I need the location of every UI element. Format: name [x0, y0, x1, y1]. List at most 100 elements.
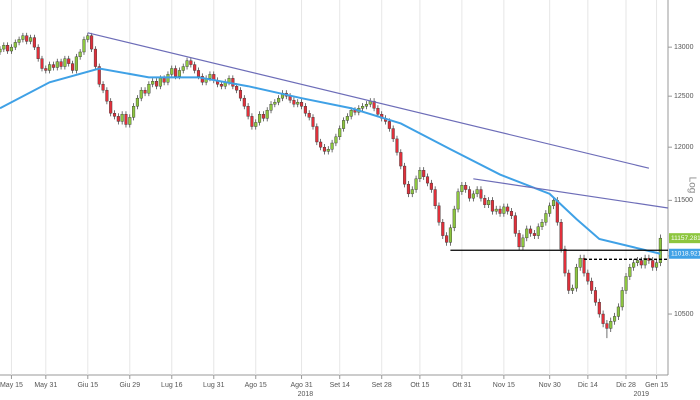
candle-body	[605, 323, 609, 329]
candle-body	[258, 114, 262, 123]
candle-body	[624, 276, 628, 291]
candle-body	[536, 226, 540, 236]
candle-body	[101, 84, 105, 91]
candle-body	[189, 60, 193, 65]
candle-body	[300, 101, 304, 107]
candle-body	[55, 61, 59, 68]
candle-body	[29, 37, 33, 42]
candle-body	[90, 35, 94, 50]
price-label-box	[669, 233, 700, 244]
x-tick-label: Nov 15	[493, 382, 515, 389]
x-tick-label: Giu 29	[119, 382, 140, 389]
candle-body	[571, 287, 575, 291]
candle-body	[0, 48, 2, 53]
candle-body	[391, 128, 395, 140]
candle-body	[265, 110, 269, 119]
candle-body	[105, 89, 109, 102]
candle-body	[574, 267, 578, 289]
y-tick-label: 11500	[674, 197, 693, 204]
year-label: 2019	[633, 391, 649, 398]
candle-body	[490, 200, 494, 212]
x-tick-label: Set 28	[372, 382, 392, 389]
candle-body	[414, 178, 418, 190]
candle-body	[200, 76, 204, 83]
candle-body	[74, 56, 78, 71]
candle-body	[582, 257, 586, 274]
candle-body	[460, 185, 464, 192]
candle-body	[196, 70, 201, 77]
candle-body	[632, 262, 636, 268]
candle-body	[21, 35, 25, 40]
x-tick-label: Dic 14	[578, 382, 598, 389]
candle-body	[509, 211, 514, 216]
candle-body	[78, 51, 82, 58]
candle-body	[254, 122, 258, 127]
candle-body	[9, 46, 13, 52]
y-tick-label: 12500	[674, 93, 694, 100]
candle-body	[124, 114, 128, 125]
candle-body	[330, 142, 334, 150]
candle-body	[319, 141, 323, 148]
candle-body	[376, 108, 380, 115]
x-tick-label: Nov 30	[539, 382, 561, 389]
candle-body	[475, 189, 479, 195]
year-label: 2018	[298, 391, 314, 398]
price-label-box	[669, 248, 700, 259]
candle-body	[154, 81, 159, 87]
candle-body	[59, 61, 63, 67]
candle-body	[559, 222, 563, 250]
candle-body	[506, 206, 510, 212]
x-tick-label: Ott 15	[410, 382, 429, 389]
candle-body	[601, 313, 605, 324]
candle-body	[425, 176, 430, 184]
price-label: 11018.921	[671, 250, 700, 257]
candle-body	[51, 64, 55, 68]
candle-body	[521, 237, 525, 248]
candle-body	[551, 200, 556, 207]
candle-body	[112, 113, 117, 117]
candle-body	[349, 110, 353, 117]
candle-body	[620, 290, 624, 308]
candle-body	[498, 208, 502, 214]
candle-body	[429, 182, 433, 190]
candle-body	[578, 257, 582, 268]
candle-body	[170, 68, 174, 75]
candle-body	[441, 222, 445, 236]
candle-body	[97, 66, 101, 85]
candle-body	[86, 35, 90, 40]
candle-body	[208, 74, 212, 79]
trendline	[87, 32, 650, 169]
x-tick-label: Set 14	[330, 382, 350, 389]
candle-body	[586, 272, 590, 282]
candle-body	[193, 64, 197, 71]
candle-body	[67, 58, 71, 64]
candle-body	[445, 235, 449, 243]
candle-body	[242, 97, 246, 107]
candle-body	[338, 128, 342, 138]
candle-body	[597, 301, 601, 315]
candle-body	[120, 114, 124, 122]
candle-body	[655, 262, 659, 268]
candle-body	[269, 103, 273, 111]
candle-body	[238, 89, 243, 99]
candle-body	[590, 280, 594, 291]
x-tick-label: Ago 31	[290, 382, 312, 389]
candle-body	[651, 260, 655, 268]
candle-body	[44, 68, 48, 71]
candle-body	[456, 191, 460, 210]
candle-body	[116, 116, 120, 122]
candle-body	[13, 42, 17, 48]
candle-body	[128, 117, 132, 125]
candle-body	[185, 60, 189, 67]
candle-body	[315, 126, 319, 143]
candle-body	[563, 248, 567, 274]
candle-body	[40, 58, 44, 69]
candle-body	[609, 320, 613, 329]
candle-body	[403, 165, 407, 185]
candle-body	[479, 189, 483, 199]
candle-body	[418, 170, 422, 180]
x-tick-label: Giu 15	[77, 382, 98, 389]
candle-body	[452, 208, 456, 229]
